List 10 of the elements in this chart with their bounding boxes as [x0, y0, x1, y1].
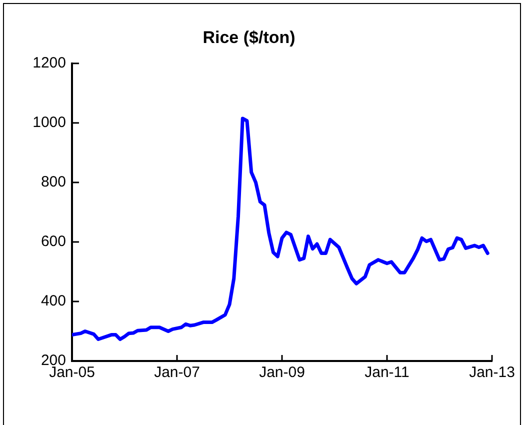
y-tick-label: 800 — [40, 174, 66, 191]
x-tick-label: Jan-09 — [259, 364, 305, 382]
chart-title: Rice ($/ton) — [202, 28, 296, 47]
x-tick-label: Jan-13 — [469, 364, 515, 382]
y-tick-label: 1200 — [32, 54, 66, 72]
y-tick-label: 1000 — [32, 114, 66, 132]
y-tick-label: 400 — [40, 292, 66, 310]
x-tick-label: Jan-07 — [154, 364, 200, 382]
x-tick-label: Jan-11 — [364, 364, 410, 382]
y-tick-label: 600 — [40, 233, 66, 250]
